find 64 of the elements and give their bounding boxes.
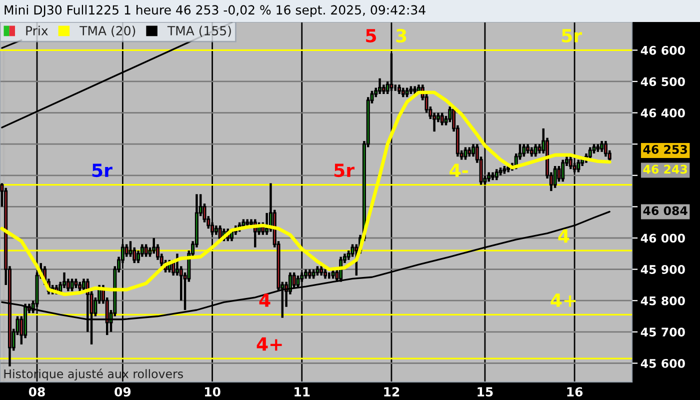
candlestick — [487, 171, 491, 183]
candlestick — [323, 268, 328, 280]
candlestick — [464, 146, 468, 161]
candlestick — [553, 164, 557, 190]
candlestick — [312, 268, 316, 280]
annotation: 4 — [558, 229, 570, 243]
candlestick — [538, 142, 542, 155]
y-tick-label: 45 900 — [640, 265, 685, 274]
y-tick-label: 46 600 — [640, 46, 685, 55]
candlestick — [62, 271, 66, 290]
candlestick — [78, 280, 82, 292]
y-tick-label: 46 400 — [640, 108, 685, 118]
candlestick — [316, 265, 320, 277]
candlestick — [320, 265, 324, 277]
candlestick — [308, 268, 312, 280]
x-tick-label: 16 — [567, 387, 583, 397]
annotation: 5r — [334, 164, 354, 178]
candlestick — [592, 142, 596, 155]
y-tick-label: 46 000 — [640, 234, 685, 243]
candlestick — [561, 158, 565, 183]
chart-title: Mini DJ30 Full1225 1 heure 46 253 -0,02 % 16 sept. 2025, 09:42:34 — [4, 4, 426, 18]
candlestick — [401, 86, 405, 98]
candlestick — [397, 84, 402, 96]
legend-label: Prix — [26, 26, 48, 36]
candlestick — [600, 140, 604, 154]
annotation: 3 — [396, 28, 406, 43]
candlestick — [128, 240, 132, 258]
annotation: 5 — [366, 29, 376, 43]
x-tick-label: 10 — [205, 387, 220, 397]
x-tick-label: 12 — [384, 387, 400, 396]
y-tick-label: 45 700 — [640, 328, 685, 337]
x-tick-label: 09 — [114, 387, 131, 397]
y-tick-label: 45 800 — [640, 296, 685, 306]
annotation: 4 — [259, 294, 270, 307]
annotation: 4+ — [256, 337, 282, 351]
candlestick — [530, 146, 534, 158]
candlestick — [74, 278, 78, 290]
annotation: 5r — [92, 164, 112, 178]
candlestick — [378, 77, 382, 96]
legend-label: TMA (155) — [167, 26, 231, 37]
candlestick — [70, 278, 74, 292]
candlestick — [468, 146, 472, 158]
candlestick — [494, 168, 498, 182]
candlestick — [331, 268, 335, 280]
x-tick-label: 08 — [28, 387, 45, 397]
text: 46 243 — [643, 164, 687, 174]
candlestick — [522, 142, 526, 158]
candlestick — [534, 142, 538, 158]
y-tick-label: 45 600 — [640, 358, 685, 368]
candlestick — [440, 112, 444, 126]
x-tick-label: 15 — [478, 387, 493, 397]
candlestick — [588, 146, 592, 161]
annotation: 4+ — [550, 294, 576, 307]
candlestick — [214, 224, 218, 236]
candlestick — [144, 243, 148, 258]
candlestick — [526, 142, 530, 155]
candlestick — [405, 86, 409, 98]
y-tick-label: 46 500 — [640, 77, 685, 86]
annotation: 4- — [450, 164, 468, 177]
x-tick-label: 11 — [294, 387, 310, 396]
candlestick — [604, 140, 608, 158]
text: 46 253 — [643, 144, 687, 154]
text: 46 084 — [643, 206, 688, 216]
legend-label: TMA (20) — [80, 26, 136, 37]
